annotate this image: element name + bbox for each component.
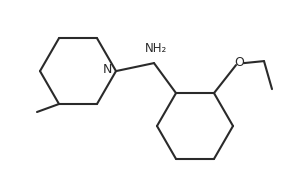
- Text: O: O: [234, 56, 244, 69]
- Text: NH₂: NH₂: [145, 42, 167, 55]
- Text: N: N: [103, 63, 112, 76]
